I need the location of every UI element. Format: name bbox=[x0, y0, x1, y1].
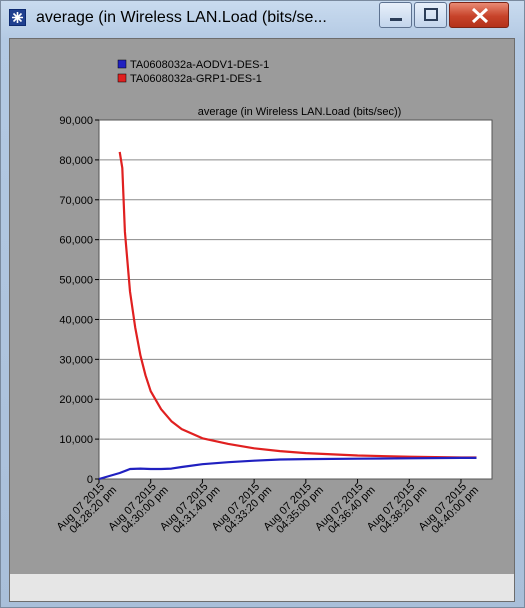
chart-panel: 0 10,000 20,000 30,000 40,000 50,000 60,000 70,… bbox=[9, 38, 515, 602]
line-chart: 0 10,000 20,000 30,000 40,000 50,000 60,000 70,… bbox=[55, 59, 493, 536]
y-tick-label: 70,000 bbox=[59, 195, 93, 207]
chart-title: average (in Wireless LAN.Load (bits/sec)… bbox=[198, 106, 402, 118]
legend-swatch bbox=[117, 73, 127, 83]
close-icon bbox=[471, 7, 489, 24]
close-button[interactable] bbox=[449, 2, 509, 28]
status-strip bbox=[10, 574, 514, 601]
title-bar[interactable]: average (in Wireless LAN.Load (bits/se..… bbox=[1, 1, 524, 35]
y-tick-label: 0 bbox=[87, 474, 93, 486]
legend-swatch bbox=[117, 59, 127, 69]
y-tick-label: 80,000 bbox=[59, 155, 93, 167]
y-tick-label: 10,000 bbox=[59, 434, 93, 446]
legend-label: TA0608032a-GRP1-DES-1 bbox=[130, 73, 262, 85]
maximize-button[interactable] bbox=[414, 2, 447, 28]
plot-area bbox=[98, 119, 493, 480]
maximize-icon bbox=[424, 8, 438, 21]
y-tick-label: 30,000 bbox=[59, 354, 93, 366]
series-line bbox=[118, 151, 477, 459]
minimize-button[interactable] bbox=[379, 2, 412, 28]
y-tick-label: 50,000 bbox=[59, 275, 93, 287]
y-tick-label: 90,000 bbox=[59, 115, 93, 127]
series-line bbox=[98, 456, 477, 481]
app-icon bbox=[9, 9, 26, 26]
y-tick-label: 20,000 bbox=[59, 394, 93, 406]
y-tick-label: 40,000 bbox=[59, 314, 93, 326]
window-title: average (in Wireless LAN.Load (bits/se..… bbox=[36, 9, 327, 26]
minimize-icon bbox=[390, 18, 402, 21]
legend-label: TA0608032a-AODV1-DES-1 bbox=[130, 59, 269, 71]
y-tick-label: 60,000 bbox=[59, 235, 93, 247]
